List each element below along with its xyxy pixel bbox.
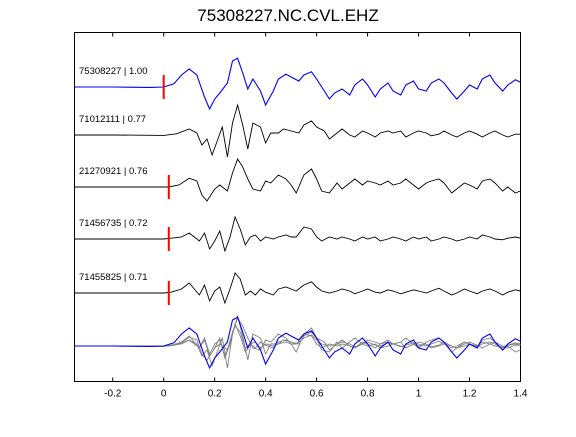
x-tick-label-5: 0.8 <box>361 389 375 400</box>
x-tick-label-0: -0.2 <box>104 389 122 400</box>
x-tick-label-8: 1.4 <box>514 389 528 400</box>
trace-label-0: 75308227 | 1.00 <box>79 66 148 77</box>
chart-title: 75308227.NC.CVL.EHZ <box>197 6 379 25</box>
overlay-trace-2 <box>74 316 521 361</box>
traces-layer <box>74 57 521 305</box>
trace-line-2 <box>74 157 521 202</box>
x-tick-label-7: 1.2 <box>463 389 477 400</box>
trace-2 <box>74 157 521 202</box>
overlay-trace-4 <box>74 325 521 358</box>
x-tick-label-6: 1 <box>416 389 422 400</box>
trace-3 <box>74 215 521 253</box>
x-axis: -0.2 0 0.2 0.4 0.6 0.8 1 1.2 1.4 <box>104 32 528 400</box>
trace-label-1: 71012111 | 0.77 <box>79 114 146 125</box>
x-tick-label-2: 0.2 <box>208 389 222 400</box>
trace-0 <box>74 57 521 111</box>
trace-labels: 75308227 | 1.00 71012111 | 0.77 21270921 |… <box>79 66 148 283</box>
trace-1 <box>74 103 521 158</box>
x-tick-label-3: 0.4 <box>259 389 273 400</box>
trace-line-1 <box>74 103 521 158</box>
trace-label-2: 21270921 | 0.76 <box>79 166 148 177</box>
trace-line-3 <box>74 215 521 253</box>
x-tick-label-1: 0 <box>161 389 167 400</box>
trace-line-0 <box>74 57 521 111</box>
trace-4 <box>74 272 521 305</box>
trace-line-4 <box>74 272 521 305</box>
overlay-trace-3 <box>74 322 521 360</box>
overlay-trace-0 <box>74 316 521 370</box>
overlay-layer <box>74 314 521 370</box>
trace-label-3: 71456735 | 0.72 <box>79 218 148 229</box>
plot-frame <box>74 32 521 382</box>
x-tick-label-4: 0.6 <box>310 389 324 400</box>
trace-label-4: 71455825 | 0.71 <box>79 272 148 283</box>
